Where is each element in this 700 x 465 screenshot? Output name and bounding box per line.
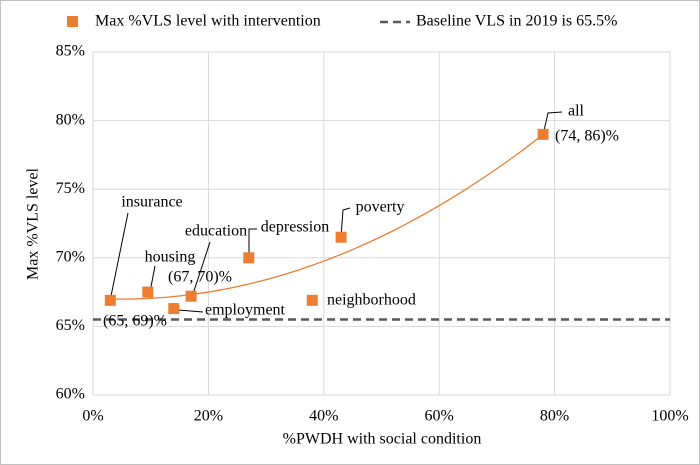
point-label: housing [145,249,196,266]
leader-line [248,228,257,258]
x-axis-title: %PWDH with social condition [283,431,482,448]
range-label: (74, 86)% [555,128,619,145]
point [185,290,197,302]
y-tick-label: 70% [56,248,85,265]
point [335,231,347,243]
x-tick-label: 0% [82,408,103,425]
legend-label: Baseline VLS in 2019 is 65.5% [416,13,617,30]
y-axis-title: Max %VLS level [25,167,42,280]
point [537,128,549,140]
point-label: all [568,103,585,120]
x-tick-label: 100% [651,408,688,425]
point-label: depression [261,219,329,236]
y-tick-label: 80% [56,111,85,128]
leader-line [542,111,563,136]
point [243,252,255,264]
leader-line [109,212,129,302]
point-label: poverty [356,199,405,216]
legend-marker [67,16,78,27]
x-tick-label: 80% [540,408,569,425]
range-label: (67, 70)% [168,269,232,286]
point [306,294,318,306]
y-tick-label: 85% [56,43,85,60]
x-tick-label: 40% [309,408,338,425]
point-label: education [185,223,247,240]
point [104,294,116,306]
point [168,303,180,315]
legend-label: Max %VLS level with intervention [95,13,321,30]
leader-line [177,309,204,313]
trendline [110,134,544,300]
point-label: employment [205,302,286,319]
y-tick-label: 60% [56,386,85,403]
point-label: neighborhood [327,292,416,309]
point [142,286,154,298]
leader-line [340,207,351,238]
range-label: (65, 69)% [103,313,167,330]
leader-line [191,241,211,298]
point-label: insurance [121,194,182,211]
y-tick-label: 65% [56,317,85,334]
y-tick-label: 75% [56,180,85,197]
x-tick-label: 60% [425,408,454,425]
x-tick-label: 20% [194,408,223,425]
